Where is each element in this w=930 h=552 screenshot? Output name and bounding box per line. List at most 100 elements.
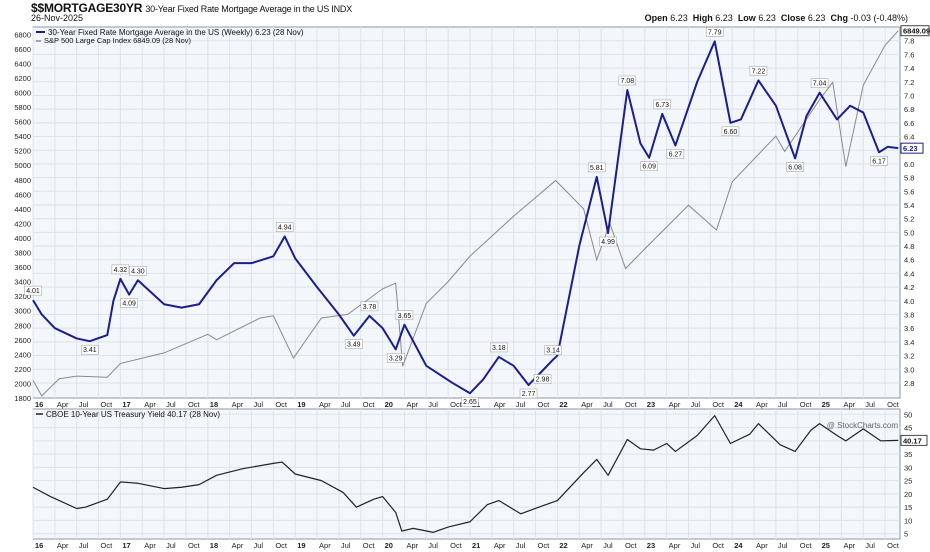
x-tick-label: Oct (275, 400, 288, 409)
x-tick-label: 16 (35, 400, 43, 409)
symbol: $$MORTGAGE30YR (31, 1, 143, 15)
spx-line (32, 30, 899, 397)
x-tick-label: Apr (406, 541, 418, 550)
chart-date: 26-Nov-2025 (31, 13, 84, 23)
x-tick-label: Oct (363, 400, 376, 409)
y-right-tick-label: 10 (904, 516, 912, 525)
x-tick-label: 17 (122, 541, 130, 550)
y-left-tick-label: 5600 (14, 118, 31, 127)
y-left-tick-label: 1800 (14, 394, 31, 403)
close-label: Close (780, 13, 806, 23)
annotation-label: 7.04 (813, 81, 827, 88)
y-right-tick-label: 5.6 (904, 187, 914, 196)
annotation-box (587, 162, 606, 173)
annotation-box (120, 298, 138, 308)
x-tick-label: 16 (35, 541, 43, 550)
x-tick-label: 24 (734, 400, 743, 409)
last-value-box-treasury (900, 434, 928, 446)
x-tick-label: Oct (712, 541, 725, 550)
annotation-box (111, 264, 130, 275)
x-tick-label: Oct (887, 541, 900, 550)
y-left-tick-label: 5400 (14, 132, 31, 141)
x-tick-label: Apr (319, 541, 331, 550)
y-left-tick-label: 4000 (14, 234, 31, 243)
y-left-tick-label: 6200 (14, 74, 31, 83)
y-right-tick-label: 50 (904, 410, 912, 419)
y-right-tick-label: 45 (904, 424, 912, 433)
legend-spx: S&P 500 Large Cap Index 6849.09 (28 Nov) (44, 36, 192, 45)
x-tick-label: Apr (57, 400, 69, 409)
y-right-tick-label: 6.0 (904, 160, 914, 169)
x-tick-label: Jul (516, 541, 526, 550)
x-tick-label: Apr (581, 400, 593, 409)
x-tick-label: 18 (210, 541, 218, 550)
x-tick-label: Oct (800, 400, 813, 409)
x-tick-label: 19 (297, 400, 305, 409)
x-tick-label: Jul (341, 400, 351, 409)
y-left-tick-label: 3800 (14, 249, 31, 258)
annotation-label: 4.32 (114, 267, 128, 274)
annotation-box (721, 126, 740, 137)
annotation-label: 2.98 (536, 377, 550, 384)
x-tick-label: Jul (516, 400, 526, 409)
annotation-label: 3.29 (389, 355, 403, 362)
annotation-box (345, 339, 363, 349)
watermark: @ StockCharts.com (827, 421, 899, 430)
x-tick-label: 18 (210, 400, 218, 409)
x-tick-label: Oct (450, 400, 463, 409)
y-left-tick-label: 2000 (14, 379, 31, 388)
annotation-box (24, 285, 42, 296)
y-right-tick-label: 3.2 (904, 352, 914, 361)
annotation-box (666, 149, 685, 159)
annotation-label: 3.49 (347, 342, 361, 349)
x-tick-label: Jul (778, 400, 788, 409)
x-tick-label: Oct (887, 400, 900, 409)
y-right-tick-label: 7.6 (904, 50, 914, 59)
x-tick-label: Apr (144, 400, 156, 409)
x-tick-label: 21 (472, 541, 480, 550)
chg-value: -0.03 (-0.48%) (850, 13, 908, 23)
x-tick-label: Jul (166, 541, 176, 550)
y-left-tick-label: 2400 (14, 350, 31, 359)
y-right-tick-label: 7.8 (904, 37, 914, 46)
y-right-tick-label: 4.0 (904, 297, 914, 306)
x-tick-label: 22 (559, 400, 567, 409)
y-right-tick-label: 4.2 (904, 283, 914, 292)
y-right-tick-label: 4.8 (904, 242, 914, 251)
x-tick-label: Jul (428, 541, 438, 550)
annotation-label: 4.99 (601, 239, 615, 246)
annotation-box (749, 66, 768, 76)
chg-label: Chg (830, 13, 848, 23)
lower-panel: 504540353025201510516AprJulOct17AprJulOc… (32, 408, 928, 550)
annotation-box (705, 27, 724, 37)
last-value-spx: 6849.09 (903, 27, 930, 36)
annotation-box (490, 342, 508, 353)
y-right-tick-label: 5.8 (904, 174, 914, 183)
y-right-tick-label: 6.6 (904, 119, 914, 128)
annotation-label: 3.14 (546, 348, 560, 355)
symbol-description: 30-Year Fixed Rate Mortgage Average in t… (145, 4, 352, 14)
x-tick-label: Jul (603, 541, 613, 550)
x-tick-label: Apr (57, 541, 69, 550)
annotation-label: 7.79 (708, 29, 722, 36)
x-tick-label: Jul (428, 400, 438, 409)
x-tick-label: Apr (756, 400, 768, 409)
main-panel: 7.87.67.47.27.06.86.66.46.26.05.85.65.45… (14, 25, 930, 409)
annotation-label: 3.18 (492, 345, 506, 352)
annotation-box (129, 266, 147, 276)
last-value-box-spx (900, 25, 930, 37)
y-right-tick-label: 30 (904, 463, 912, 472)
x-tick-label: Oct (101, 400, 114, 409)
y-left-tick-label: 4800 (14, 176, 31, 185)
y-left-tick-label: 5200 (14, 147, 31, 156)
x-tick-label: Jul (341, 541, 351, 550)
y-right-tick-label: 7.2 (904, 78, 914, 87)
x-tick-label: 19 (297, 541, 305, 550)
x-tick-label: 20 (385, 400, 393, 409)
x-tick-label: Oct (363, 541, 376, 550)
annotation-label: 6.60 (724, 129, 738, 136)
last-value-treasury: 40.17 (903, 436, 922, 445)
x-tick-label: Oct (275, 541, 288, 550)
x-tick-label: Oct (800, 541, 813, 550)
annotation-box (653, 99, 672, 110)
